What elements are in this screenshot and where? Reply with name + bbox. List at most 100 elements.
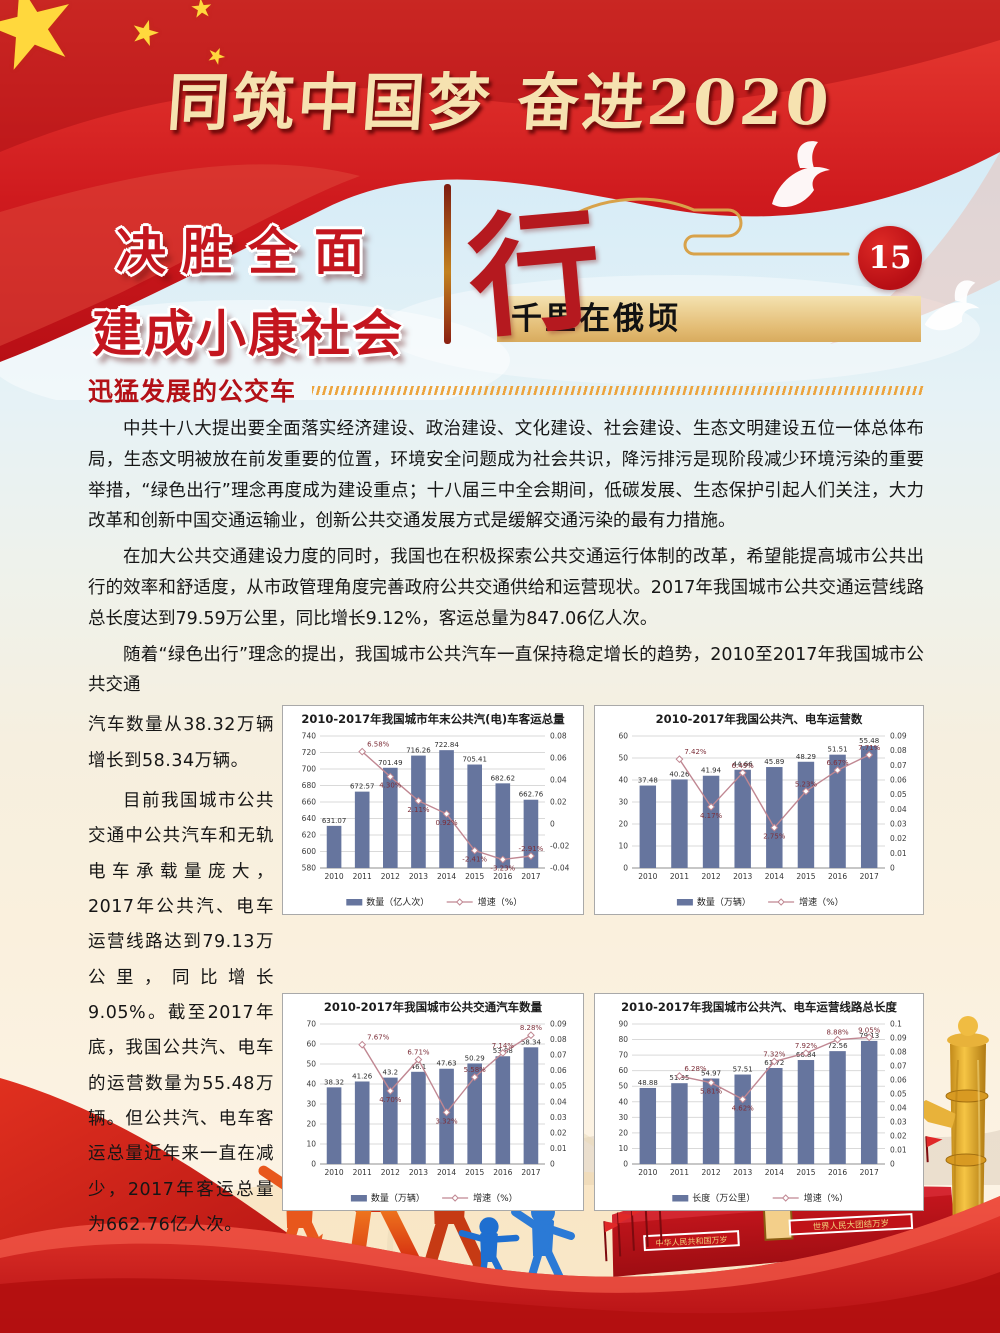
svg-text:0.04: 0.04	[890, 805, 907, 814]
chart-svg: 2010-2017年我国城市年末公共汽(电)车客运总量 580 600 620 640 6…	[301, 712, 570, 908]
chart-title: 2010-2017年我国城市公共交通汽车数量	[324, 1000, 543, 1014]
svg-text:20: 20	[618, 820, 628, 829]
svg-text:660: 660	[302, 798, 317, 807]
paragraph-2: 在加大公共交通建设力度的同时，我国也在积极探索公共交通运行体制的改革，希望能提高…	[88, 547, 924, 629]
svg-text:682.62: 682.62	[491, 775, 516, 783]
svg-text:2.11%: 2.11%	[407, 806, 430, 814]
svg-text:2015: 2015	[796, 872, 815, 881]
svg-text:5.23%: 5.23%	[795, 780, 818, 788]
svg-text:0.08: 0.08	[550, 1035, 567, 1044]
plaque-right-text: 世界人民大团结万岁	[812, 1218, 889, 1233]
svg-text:增速（%）: 增速（%）	[478, 896, 523, 908]
svg-text:20: 20	[306, 1119, 316, 1128]
svg-text:0: 0	[311, 1159, 316, 1168]
svg-text:48.29: 48.29	[796, 753, 816, 761]
svg-text:705.41: 705.41	[462, 756, 487, 764]
svg-text:0.02: 0.02	[890, 1131, 907, 1140]
svg-text:60: 60	[306, 1039, 316, 1048]
svg-text:2011: 2011	[670, 1168, 689, 1177]
svg-text:-0.02: -0.02	[550, 842, 570, 851]
svg-text:50: 50	[306, 1059, 316, 1068]
svg-text:2016: 2016	[828, 872, 847, 881]
svg-text:40: 40	[618, 1097, 628, 1106]
svg-text:2013: 2013	[733, 1168, 752, 1177]
svg-text:6.28%: 6.28%	[684, 1065, 707, 1073]
svg-text:30: 30	[618, 1113, 628, 1122]
svg-text:37.48: 37.48	[638, 777, 658, 785]
svg-text:0: 0	[623, 1159, 628, 1168]
charts-grid: 2010-2017年我国城市年末公共汽(电)车客运总量 580 600 620 640 6…	[282, 705, 924, 1248]
svg-text:600: 600	[302, 847, 317, 856]
svg-text:70: 70	[618, 1050, 628, 1059]
svg-text:40.26: 40.26	[669, 771, 690, 779]
chart-passenger-volume: 2010-2017年我国城市年末公共汽(电)车客运总量 580 600 620 640 6…	[282, 705, 584, 916]
svg-text:6.71%: 6.71%	[407, 1048, 430, 1056]
svg-text:-0.04: -0.04	[550, 864, 570, 873]
zigzag-divider	[312, 385, 924, 395]
svg-text:7.67%: 7.67%	[367, 1033, 390, 1041]
svg-text:40: 40	[306, 1079, 316, 1088]
svg-text:2013: 2013	[409, 872, 428, 881]
svg-text:0.02: 0.02	[550, 1128, 567, 1137]
svg-text:40: 40	[618, 776, 628, 785]
chart-legend: 数量（万辆） 增速（%）	[676, 896, 844, 908]
red-silk-highlight	[0, 1196, 1000, 1293]
svg-text:2011: 2011	[670, 872, 689, 881]
svg-text:2011: 2011	[353, 1168, 372, 1177]
side-text-column: 汽车数量从38.32万辆增长到58.34万辆。 目前我国城市公共交通中公共汽车和…	[88, 703, 282, 1248]
svg-text:72.56: 72.56	[828, 1042, 849, 1050]
svg-text:增速（%）: 增速（%）	[799, 896, 844, 908]
svg-text:7.42%: 7.42%	[684, 748, 707, 756]
svg-text:41.26: 41.26	[352, 1072, 373, 1080]
svg-text:0.01: 0.01	[890, 1145, 907, 1154]
svg-text:0: 0	[623, 864, 628, 873]
svg-text:0.09: 0.09	[890, 732, 907, 741]
svg-text:0.07: 0.07	[550, 1050, 567, 1059]
chart-svg: 2010-2017年我国城市公共交通汽车数量 0 10 20 30 40 50 60 70 0 0.…	[306, 1000, 567, 1204]
small-red-flag	[926, 1136, 943, 1148]
svg-text:45.89: 45.89	[764, 758, 784, 766]
svg-text:4.30%: 4.30%	[379, 782, 402, 790]
svg-text:90: 90	[618, 1019, 628, 1028]
svg-text:2014: 2014	[765, 1168, 784, 1177]
svg-text:0.01: 0.01	[550, 1144, 567, 1153]
svg-text:60: 60	[618, 732, 628, 741]
dove-icon	[772, 141, 830, 208]
slogan-block: 决胜全面 建成小康社会	[52, 212, 444, 366]
svg-text:4.17%: 4.17%	[700, 812, 723, 820]
svg-text:30: 30	[618, 798, 628, 807]
chart-legend: 数量（万辆） 增速（%）	[350, 1192, 518, 1204]
svg-text:43.2: 43.2	[383, 1068, 399, 1076]
svg-text:0: 0	[550, 1159, 555, 1168]
svg-text:增速（%）: 增速（%）	[804, 1192, 849, 1204]
svg-text:数量（万辆）: 数量（万辆）	[697, 896, 751, 908]
svg-text:3.32%: 3.32%	[435, 1117, 458, 1125]
svg-text:长度（万公里）: 长度（万公里）	[692, 1192, 755, 1204]
svg-text:0.04: 0.04	[550, 1097, 567, 1106]
svg-text:2010: 2010	[325, 1168, 344, 1177]
chart-svg: 2010-2017年我国公共汽、电车运营数 0 10 20 30 40 50 60 0 0.01 0…	[618, 712, 907, 908]
svg-text:0: 0	[550, 820, 555, 829]
svg-text:620: 620	[302, 831, 317, 840]
vertical-divider	[444, 184, 451, 344]
svg-text:0.08: 0.08	[550, 732, 567, 741]
svg-text:0.02: 0.02	[890, 834, 907, 843]
article-content: 迅猛发展的公交车 中共十八大提出要全面落实经济建设、政治建设、文化建设、社会建设…	[88, 372, 924, 1248]
svg-text:2.75%: 2.75%	[763, 833, 786, 841]
svg-text:2016: 2016	[493, 1168, 512, 1177]
svg-text:44.66: 44.66	[733, 761, 754, 769]
chart-svg: 2010-2017年我国城市公共汽、电车运营线路总长度 0 10 20 30 40 50 60…	[618, 1000, 907, 1204]
svg-text:数量（万辆）: 数量（万辆）	[371, 1192, 425, 1204]
line-series: 7.67% 4.70% 6.71% 3.32% 5.58% 7.14% 8.28%	[358, 1024, 542, 1125]
svg-text:722.84: 722.84	[434, 741, 459, 749]
svg-text:6.67%: 6.67%	[826, 759, 849, 767]
svg-text:0.06: 0.06	[890, 1075, 907, 1084]
svg-text:716.26: 716.26	[406, 747, 431, 755]
chart-title: 2010-2017年我国城市公共汽、电车运营线路总长度	[621, 1000, 897, 1014]
svg-text:0: 0	[890, 1159, 895, 1168]
svg-text:47.63: 47.63	[437, 1059, 457, 1067]
section-header: 迅猛发展的公交车	[88, 372, 924, 408]
